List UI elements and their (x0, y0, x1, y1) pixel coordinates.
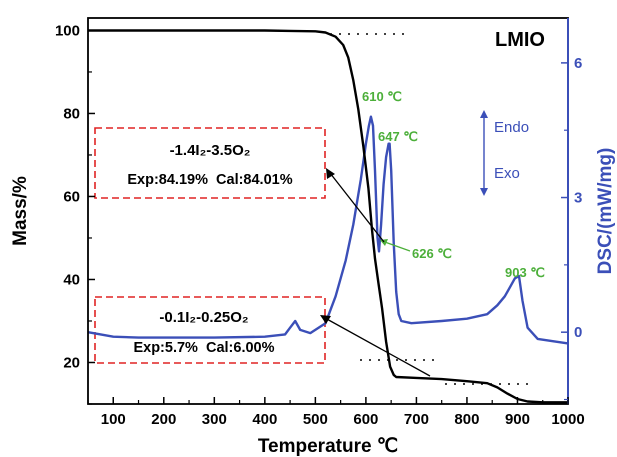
box-top-formula: -1.4I₂-3.5O₂ (170, 142, 251, 159)
annotation-box-top (94, 127, 326, 199)
left-axis-ticks: 20 40 60 80 100 (55, 22, 95, 405)
x-tick-label-700: 700 (404, 411, 429, 428)
y-left-tick-label-60: 60 (63, 188, 80, 205)
valley-626-label: 626 ℃ (412, 246, 452, 261)
box-top-result: Exp:84.19% Cal:84.01% (127, 172, 292, 188)
x-axis-label: Temperature ℃ (258, 436, 398, 457)
x-tick-label-400: 400 (252, 411, 277, 428)
peak-647-label: 647 ℃ (378, 129, 418, 144)
peak-610-label: 610 ℃ (362, 89, 402, 104)
left-axis-label: Mass/% (10, 176, 31, 246)
x-tick-label-1000: 1000 (551, 411, 584, 428)
y-left-tick-label-40: 40 (63, 271, 80, 288)
dsc-series-line (87, 115, 569, 345)
x-tick-label-100: 100 (101, 411, 126, 428)
box-bottom-arrow (324, 317, 431, 377)
y-right-tick-label-6: 6 (574, 55, 582, 72)
exo-arrow-head (480, 188, 488, 196)
endo-arrow-head (480, 110, 488, 118)
valley-626-pointer (381, 240, 411, 252)
x-tick-label-500: 500 (303, 411, 328, 428)
exo-label: Exo (494, 165, 520, 182)
y-right-tick-label-3: 3 (574, 190, 582, 207)
y-left-tick-label-20: 20 (63, 354, 80, 371)
endo-label: Endo (494, 119, 529, 136)
box-top-arrow (329, 172, 385, 243)
box-top-arrow-head (326, 168, 335, 179)
chart-title: LMIO (495, 29, 545, 51)
x-tick-label-600: 600 (353, 411, 378, 428)
right-axis-ticks: 0 3 6 (561, 55, 582, 401)
mass-series-line (88, 29, 568, 404)
x-tick-label-800: 800 (454, 411, 479, 428)
right-axis-label: DSC/(mW/mg) (595, 148, 616, 275)
box-bottom-arrow-head (320, 315, 331, 324)
x-tick-label-300: 300 (202, 411, 227, 428)
x-tick-label-200: 200 (151, 411, 176, 428)
box-bottom-formula: -0.1I₂-0.25O₂ (159, 309, 248, 326)
y-left-tick-label-100: 100 (55, 22, 80, 39)
y-right-tick-label-0: 0 (574, 324, 582, 341)
box-bottom-result: Exp:5.7% Cal:6.00% (133, 340, 274, 356)
valley-626-pointer-head (380, 239, 388, 246)
x-tick-label-900: 900 (505, 411, 530, 428)
peak-903-label: 903 ℃ (505, 265, 545, 280)
annotation-box-bottom (94, 296, 326, 364)
y-left-tick-label-80: 80 (63, 105, 80, 122)
x-axis-ticks: 100 200 300 400 500 600 700 800 900 1000 (87, 397, 585, 428)
